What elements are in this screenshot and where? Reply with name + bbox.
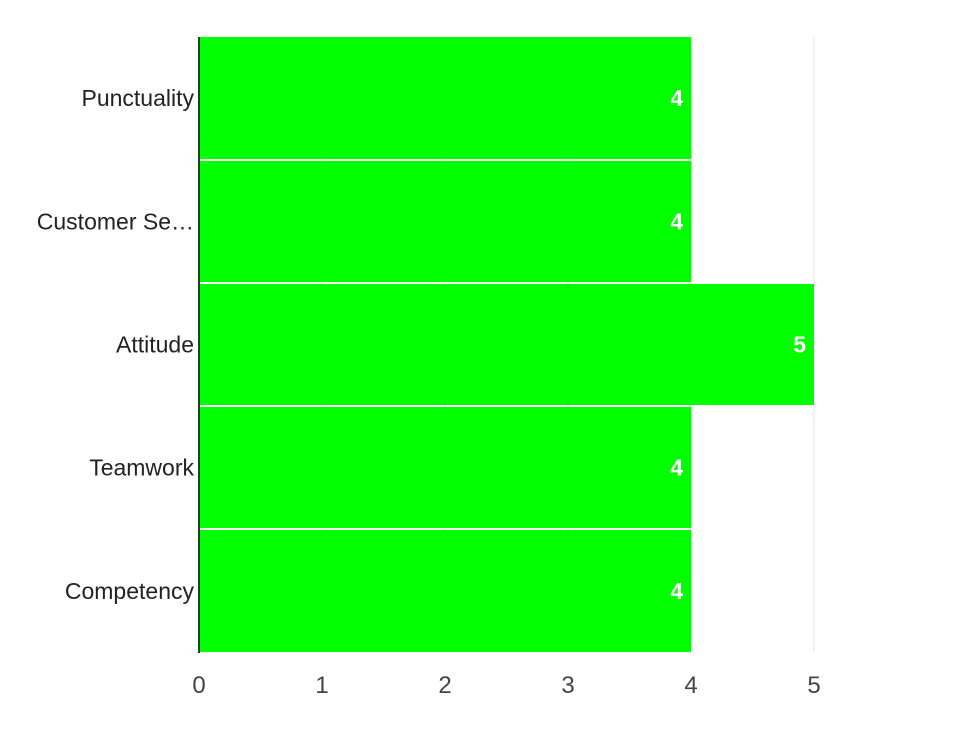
data-label-4: 4 [670, 578, 683, 604]
bar-3[interactable] [199, 407, 691, 528]
category-label-4: Competency [65, 578, 195, 604]
x-tick-label-4: 4 [684, 672, 697, 699]
x-tick-label-1: 1 [315, 672, 328, 699]
data-label-3: 4 [670, 455, 683, 481]
x-tick-label-3: 3 [561, 672, 574, 699]
category-label-2: Attitude [116, 332, 194, 358]
bar-2[interactable] [199, 284, 814, 405]
bar-0[interactable] [199, 37, 691, 159]
bars [199, 37, 814, 652]
data-label-0: 4 [670, 85, 683, 111]
category-label-1: Customer Se… [37, 209, 194, 235]
x-tick-label-2: 2 [438, 672, 451, 699]
x-tick-label-0: 0 [192, 672, 205, 699]
bar-4[interactable] [199, 530, 691, 652]
x-tick-label-5: 5 [807, 672, 820, 699]
data-label-1: 4 [670, 209, 683, 235]
category-label-0: Punctuality [81, 85, 194, 111]
category-label-3: Teamwork [89, 455, 194, 481]
data-label-2: 5 [793, 332, 806, 358]
bar-1[interactable] [199, 161, 691, 282]
labels: 0 1 2 3 4 5 Punctuality 4 Customer Se… 4 Attitude 5… [37, 85, 821, 699]
